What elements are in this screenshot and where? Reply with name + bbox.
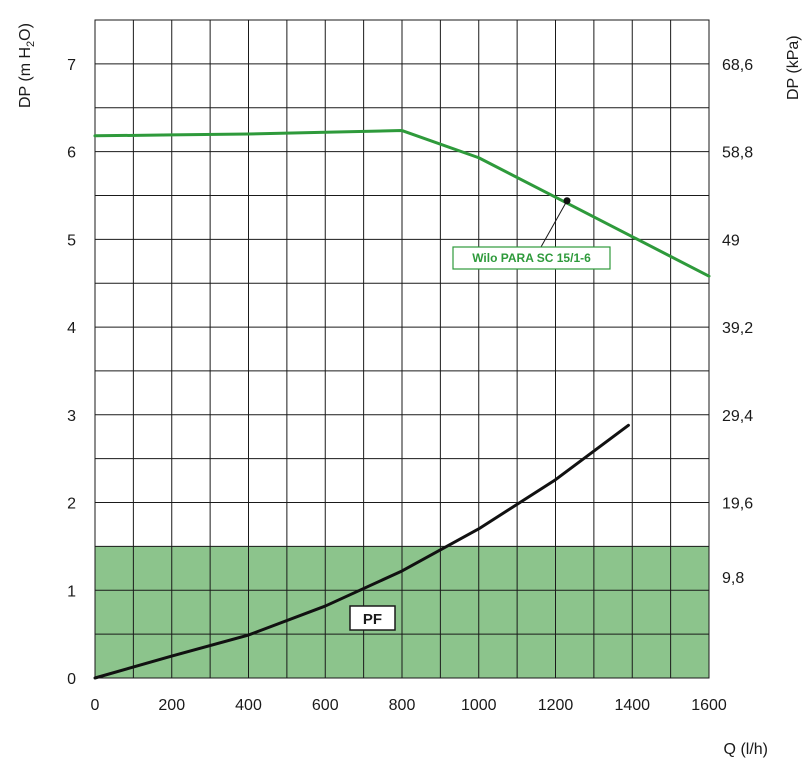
- x-axis-title: Q (l/h): [724, 741, 768, 758]
- annotation-box-pump: [452, 246, 611, 270]
- y-tick-label-left: 4: [67, 320, 76, 337]
- y-tick-label-left: 7: [67, 57, 76, 74]
- y-tick-label-left: 3: [67, 408, 76, 425]
- annotation-label-pf: PF: [363, 611, 382, 628]
- y-tick-label-left: 5: [67, 232, 76, 249]
- series-line-pf: [93, 423, 630, 680]
- x-tick-label: 1200: [538, 697, 574, 714]
- x-tick-label: 0: [91, 697, 100, 714]
- y-tick-label-right: 19,6: [722, 496, 753, 513]
- annotation-layer: Wilo PARA SC 15/1-6 PF: [349, 197, 611, 631]
- x-tick-label: 800: [389, 697, 416, 714]
- y-tick-label-right: 68,6: [722, 57, 753, 74]
- y-tick-label-right: 29,4: [722, 408, 753, 425]
- x-tick-label: 600: [312, 697, 339, 714]
- annotation-label-pump: Wilo PARA SC 15/1-6: [472, 251, 591, 265]
- y-tick-label-right: 9,8: [722, 570, 744, 587]
- y-tick-label-left: 6: [67, 145, 76, 162]
- series-line-pump: [93, 129, 711, 278]
- plot-frame: [94, 19, 710, 679]
- x-tick-label: 1600: [691, 697, 727, 714]
- tick-layer: 0 200 400 600 800 1000 1200 1400 1600 0 1 2 3 4 5 6 7 9,8…: [67, 57, 753, 714]
- x-tick-label: 1400: [614, 697, 650, 714]
- annotation-box-pf: [349, 605, 396, 631]
- y-tick-label-right: 58,8: [722, 145, 753, 162]
- annotation-marker: [563, 197, 571, 205]
- y-axis-title-left: DP (m H2O): [17, 23, 37, 108]
- y-tick-label-right: 39,2: [722, 320, 753, 337]
- y-tick-label-left: 1: [67, 583, 76, 600]
- annotation-leader-line: [540, 200, 568, 248]
- x-tick-label: 400: [235, 697, 262, 714]
- x-tick-label: 200: [158, 697, 185, 714]
- y-axis-title-right: DP (kPa): [785, 35, 802, 100]
- x-tick-label: 1000: [461, 697, 497, 714]
- series-layer: [93, 129, 711, 680]
- y-tick-label-right: 49: [722, 232, 740, 249]
- y-tick-label-left: 2: [67, 496, 76, 513]
- y-tick-label-left: 0: [67, 671, 76, 688]
